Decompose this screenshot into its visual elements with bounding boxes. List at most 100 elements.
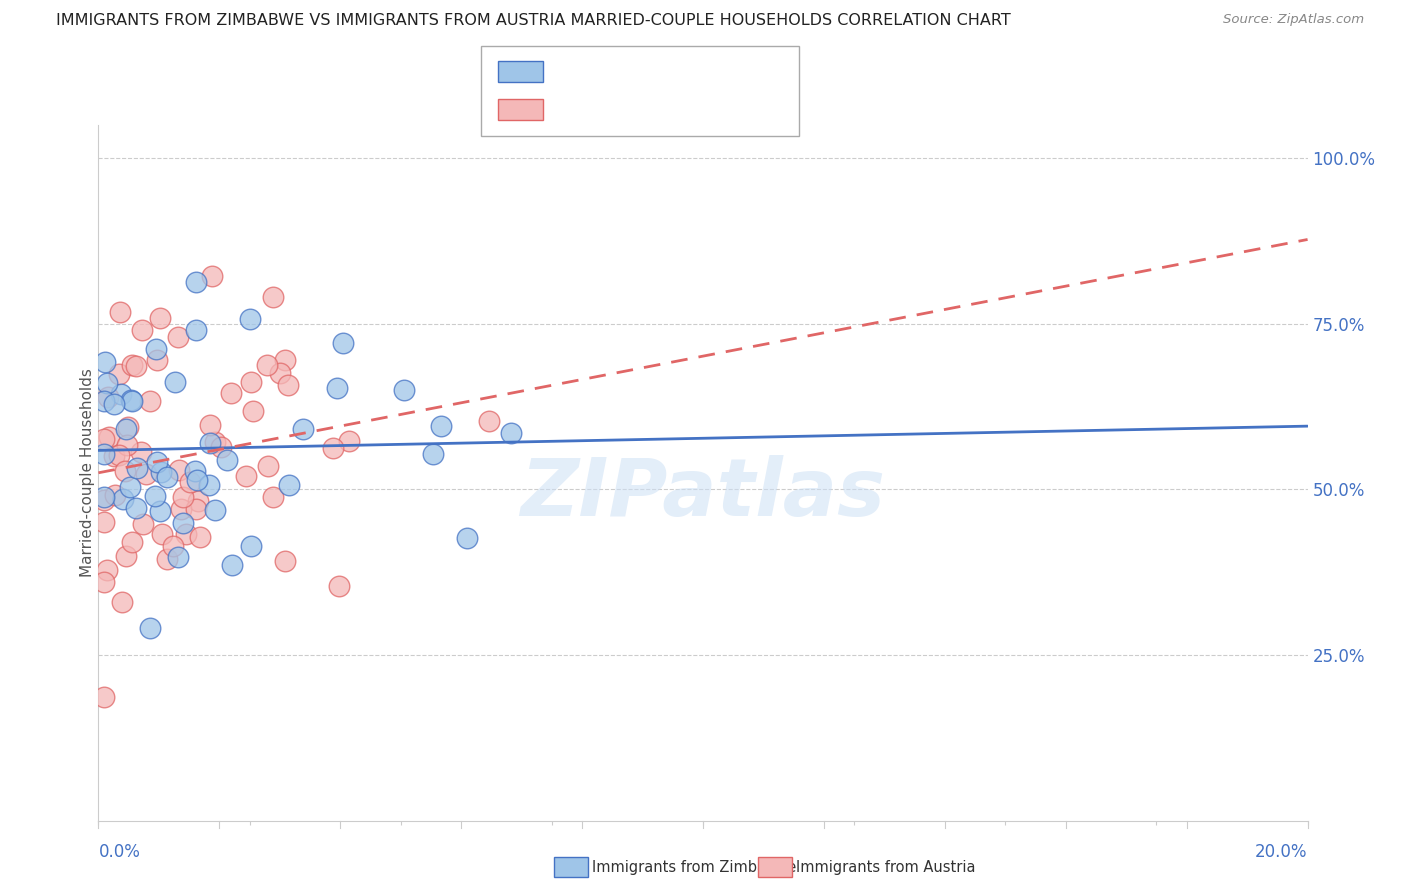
Point — [150, 526, 173, 541]
Point — [422, 447, 444, 461]
Point — [219, 385, 242, 400]
Point — [93, 447, 115, 461]
Point — [242, 404, 264, 418]
Point — [96, 563, 118, 577]
Point — [186, 323, 208, 337]
Point — [111, 595, 134, 609]
Point — [204, 434, 226, 449]
Point — [150, 466, 173, 480]
Text: R =   0.174    N = 60: R = 0.174 N = 60 — [551, 101, 738, 119]
Point — [156, 470, 179, 484]
Point — [257, 459, 280, 474]
Point — [184, 275, 207, 289]
Text: IMMIGRANTS FROM ZIMBABWE VS IMMIGRANTS FROM AUSTRIA MARRIED-COUPLE HOUSEHOLDS CO: IMMIGRANTS FROM ZIMBABWE VS IMMIGRANTS F… — [56, 13, 1011, 29]
Text: Immigrants from Zimbabwe: Immigrants from Zimbabwe — [592, 860, 796, 874]
Point — [328, 579, 350, 593]
Point — [127, 461, 149, 475]
Point — [121, 358, 143, 372]
Point — [183, 464, 205, 478]
Point — [392, 383, 415, 397]
Point — [277, 377, 299, 392]
Point — [172, 516, 194, 530]
Point — [198, 477, 221, 491]
Point — [262, 290, 284, 304]
Point — [167, 549, 190, 564]
Point — [221, 558, 243, 572]
Point — [149, 504, 172, 518]
Text: 0.0%: 0.0% — [98, 843, 141, 861]
Point — [429, 418, 451, 433]
Point — [326, 381, 349, 395]
Point — [322, 441, 344, 455]
Point — [125, 500, 148, 515]
Point — [215, 453, 238, 467]
Point — [478, 414, 501, 428]
Point — [162, 539, 184, 553]
Point — [456, 531, 478, 545]
Point — [121, 534, 143, 549]
Point — [93, 432, 115, 446]
Point — [179, 475, 201, 489]
Y-axis label: Married-couple Households: Married-couple Households — [80, 368, 94, 577]
Point — [114, 421, 136, 435]
Point — [121, 394, 143, 409]
Point — [240, 376, 263, 390]
Point — [104, 488, 127, 502]
Point — [125, 359, 148, 374]
Point — [94, 355, 117, 369]
Point — [145, 353, 167, 368]
Point — [132, 516, 155, 531]
Point — [186, 473, 208, 487]
Point — [156, 552, 179, 566]
Point — [135, 467, 157, 482]
Point — [240, 539, 263, 553]
Point — [273, 352, 295, 367]
Text: 20.0%: 20.0% — [1256, 843, 1308, 861]
Point — [167, 463, 190, 477]
Point — [143, 490, 166, 504]
Text: R =  0.086    N = 44: R = 0.086 N = 44 — [551, 62, 733, 80]
Point — [198, 435, 221, 450]
Point — [292, 422, 315, 436]
Point — [103, 449, 125, 463]
Point — [111, 491, 134, 506]
Point — [277, 478, 299, 492]
Point — [117, 420, 139, 434]
Point — [198, 417, 221, 432]
Point — [204, 503, 226, 517]
Point — [187, 494, 209, 508]
Point — [337, 434, 360, 448]
Point — [149, 311, 172, 326]
Point — [97, 390, 120, 404]
Point — [115, 437, 138, 451]
Point — [501, 425, 523, 440]
Point — [96, 376, 118, 390]
Point — [93, 492, 115, 507]
Point — [139, 393, 162, 408]
Text: Source: ZipAtlas.com: Source: ZipAtlas.com — [1223, 13, 1364, 27]
Point — [165, 375, 187, 389]
Point — [131, 323, 153, 337]
Point — [108, 367, 131, 381]
Point — [239, 312, 262, 326]
Point — [332, 336, 354, 351]
Point — [114, 464, 136, 478]
Point — [174, 527, 197, 541]
Point — [201, 269, 224, 284]
Point — [235, 469, 257, 483]
Point — [103, 396, 125, 410]
Point — [93, 690, 115, 704]
Point — [129, 444, 152, 458]
Point — [120, 392, 142, 407]
Point — [274, 554, 297, 568]
Point — [93, 394, 115, 409]
Point — [166, 330, 188, 344]
Point — [269, 367, 291, 381]
Point — [108, 305, 131, 319]
Point — [107, 449, 129, 463]
Point — [93, 515, 115, 529]
Point — [172, 490, 194, 504]
Point — [98, 430, 121, 444]
Point — [186, 502, 208, 516]
Point — [93, 490, 115, 504]
